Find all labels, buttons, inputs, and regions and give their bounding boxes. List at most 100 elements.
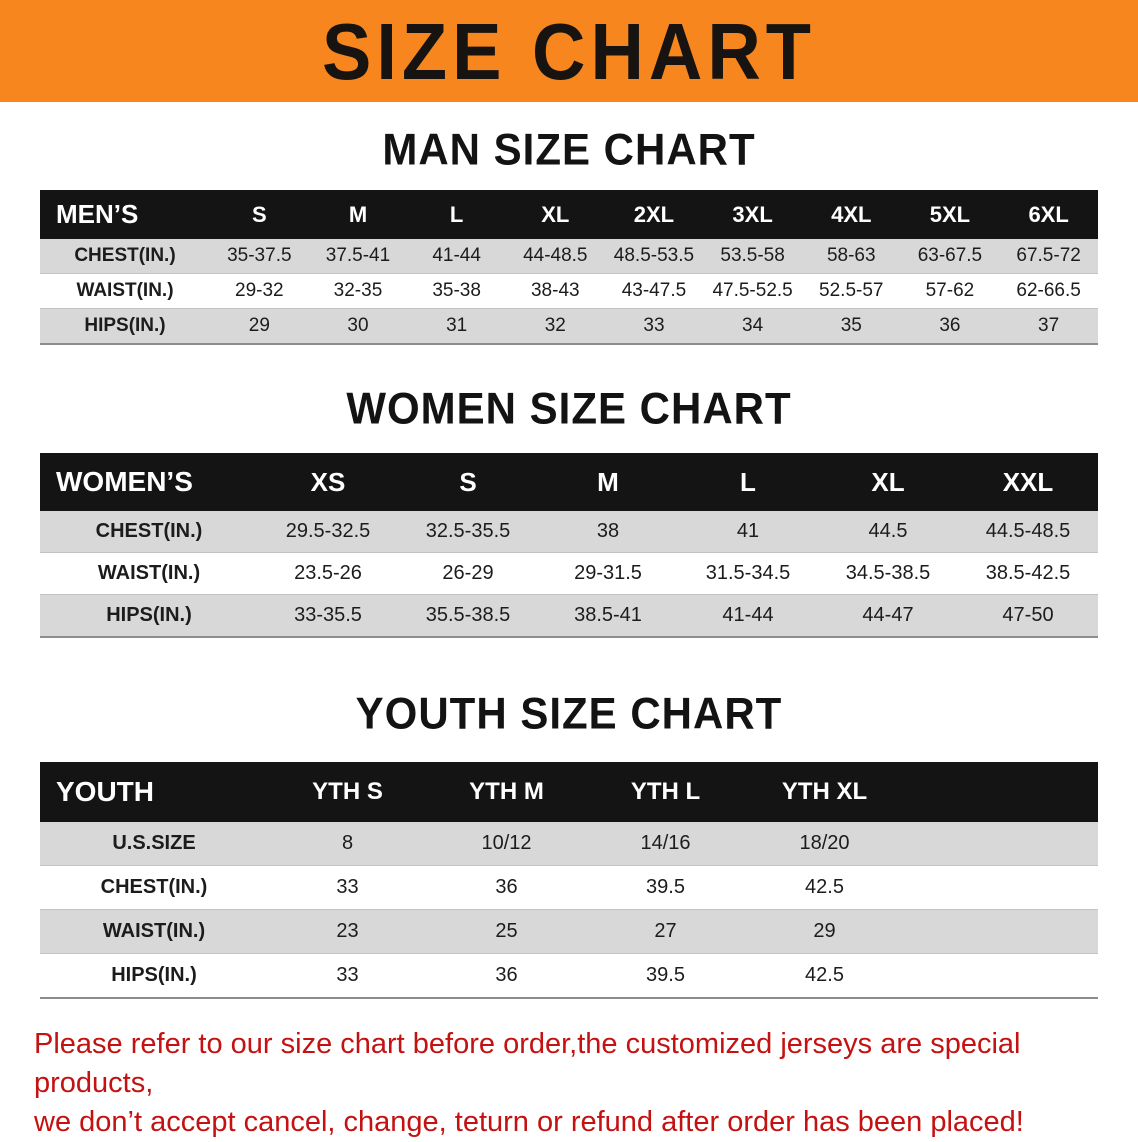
cell: 38 bbox=[538, 511, 678, 553]
column-header: XL bbox=[505, 190, 605, 239]
women-section-heading: WOMEN SIZE CHART bbox=[346, 383, 792, 434]
table-row: WAIST(IN.) 23.5-26 26-29 29-31.5 31.5-34.5 34… bbox=[40, 552, 1098, 595]
column-header: L bbox=[407, 190, 506, 239]
youth-size-table: YOUTH YTH S YTH M YTH L YTH XL U.S.SIZE 8 10/12… bbox=[40, 762, 1098, 999]
table-title-cell: MEN’S bbox=[40, 190, 210, 239]
youth-section-heading: YOUTH SIZE CHART bbox=[355, 688, 783, 739]
cell: 67.5-72 bbox=[999, 239, 1098, 274]
row-label: WAIST(IN.) bbox=[40, 909, 268, 954]
banner-title: SIZE CHART bbox=[322, 6, 816, 96]
cell: 18/20 bbox=[745, 822, 904, 866]
cell: 52.5-57 bbox=[801, 273, 901, 309]
column-header: XXL bbox=[958, 453, 1098, 511]
table-header-row: MEN’S S M L XL 2XL 3XL 4XL 5XL 6XL bbox=[40, 190, 1098, 239]
size-chart-banner: SIZE CHART bbox=[0, 0, 1138, 102]
row-label: CHEST(IN.) bbox=[40, 511, 258, 553]
row-label: U.S.SIZE bbox=[40, 822, 268, 866]
cell: 35 bbox=[801, 308, 901, 345]
cell: 23.5-26 bbox=[258, 552, 398, 595]
table-row: CHEST(IN.) 33 36 39.5 42.5 bbox=[40, 865, 1098, 910]
column-header: 2XL bbox=[604, 190, 704, 239]
cell: 43-47.5 bbox=[604, 273, 704, 309]
men-size-table: MEN’S S M L XL 2XL 3XL 4XL 5XL 6XL CHEST(IN.) 35-37… bbox=[40, 190, 1098, 345]
table-row: U.S.SIZE 8 10/12 14/16 18/20 bbox=[40, 822, 1098, 866]
cell: 57-62 bbox=[900, 273, 1000, 309]
cell: 31.5-34.5 bbox=[678, 552, 818, 595]
column-header: YTH M bbox=[427, 762, 586, 822]
cell: 37.5-41 bbox=[308, 239, 408, 274]
cell: 14/16 bbox=[586, 822, 745, 866]
youth-size-section: YOUTH SIZE CHART YOUTH YTH S YTH M YTH L YTH… bbox=[0, 688, 1138, 999]
footer-disclaimer: Please refer to our size chart before or… bbox=[34, 1025, 1104, 1142]
column-header: M bbox=[308, 190, 408, 239]
cell: 23 bbox=[268, 909, 427, 954]
cell: 8 bbox=[268, 822, 427, 866]
filler-cell bbox=[904, 762, 1098, 822]
cell: 26-29 bbox=[398, 552, 538, 595]
table-row: CHEST(IN.) 29.5-32.5 32.5-35.5 38 41 44.5 44.5… bbox=[40, 511, 1098, 553]
table-header-row: WOMEN’S XS S M L XL XXL bbox=[40, 453, 1098, 511]
footer-disclaimer-line2: we don’t accept cancel, change, teturn o… bbox=[34, 1106, 1024, 1139]
cell: 36 bbox=[427, 865, 586, 910]
cell: 29 bbox=[210, 308, 309, 345]
table-row: HIPS(IN.) 33 36 39.5 42.5 bbox=[40, 953, 1098, 999]
cell: 44.5 bbox=[818, 511, 958, 553]
column-header: M bbox=[538, 453, 678, 511]
column-header: 3XL bbox=[703, 190, 802, 239]
row-label: HIPS(IN.) bbox=[40, 594, 258, 638]
column-header: S bbox=[398, 453, 538, 511]
filler-cell bbox=[904, 865, 1098, 910]
cell: 32 bbox=[505, 308, 605, 345]
cell: 41 bbox=[678, 511, 818, 553]
table-row: CHEST(IN.) 35-37.5 37.5-41 41-44 44-48.5 48.5… bbox=[40, 239, 1098, 274]
cell: 35-38 bbox=[407, 273, 506, 309]
cell: 58-63 bbox=[801, 239, 901, 274]
row-label: CHEST(IN.) bbox=[40, 239, 210, 274]
column-header: L bbox=[678, 453, 818, 511]
women-size-section: WOMEN SIZE CHART WOMEN’S XS S M L XL XXL CHEST(… bbox=[0, 383, 1138, 638]
men-section-heading: MAN SIZE CHART bbox=[382, 124, 756, 175]
row-label: WAIST(IN.) bbox=[40, 552, 258, 595]
cell: 39.5 bbox=[586, 865, 745, 910]
cell: 38.5-41 bbox=[538, 594, 678, 638]
cell: 53.5-58 bbox=[703, 239, 802, 274]
table-title-cell: YOUTH bbox=[40, 762, 268, 822]
cell: 42.5 bbox=[745, 865, 904, 910]
cell: 29-32 bbox=[210, 273, 309, 309]
cell: 33 bbox=[268, 953, 427, 999]
row-label: CHEST(IN.) bbox=[40, 865, 268, 910]
cell: 29-31.5 bbox=[538, 552, 678, 595]
cell: 37 bbox=[999, 308, 1098, 345]
cell: 35.5-38.5 bbox=[398, 594, 538, 638]
table-title-cell: WOMEN’S bbox=[40, 453, 258, 511]
cell: 63-67.5 bbox=[900, 239, 1000, 274]
column-header: YTH S bbox=[268, 762, 427, 822]
cell: 38.5-42.5 bbox=[958, 552, 1098, 595]
cell: 34 bbox=[703, 308, 802, 345]
cell: 10/12 bbox=[427, 822, 586, 866]
cell: 62-66.5 bbox=[999, 273, 1098, 309]
cell: 25 bbox=[427, 909, 586, 954]
cell: 33 bbox=[268, 865, 427, 910]
cell: 36 bbox=[427, 953, 586, 999]
cell: 47-50 bbox=[958, 594, 1098, 638]
row-label: WAIST(IN.) bbox=[40, 273, 210, 309]
column-header: XL bbox=[818, 453, 958, 511]
cell: 44.5-48.5 bbox=[958, 511, 1098, 553]
women-size-table: WOMEN’S XS S M L XL XXL CHEST(IN.) 29.5-32.5 32.5… bbox=[40, 453, 1098, 638]
cell: 34.5-38.5 bbox=[818, 552, 958, 595]
cell: 33-35.5 bbox=[258, 594, 398, 638]
table-row: WAIST(IN.) 23 25 27 29 bbox=[40, 909, 1098, 954]
cell: 42.5 bbox=[745, 953, 904, 999]
men-size-section: MAN SIZE CHART MEN’S S M L XL 2XL 3XL 4XL 5XL 6XL… bbox=[0, 124, 1138, 345]
column-header: XS bbox=[258, 453, 398, 511]
cell: 30 bbox=[308, 308, 408, 345]
cell: 29.5-32.5 bbox=[258, 511, 398, 553]
cell: 36 bbox=[900, 308, 1000, 345]
filler-cell bbox=[904, 909, 1098, 954]
row-label: HIPS(IN.) bbox=[40, 308, 210, 345]
table-row: HIPS(IN.) 29 30 31 32 33 34 35 36 37 bbox=[40, 308, 1098, 345]
cell: 32.5-35.5 bbox=[398, 511, 538, 553]
column-header: 5XL bbox=[900, 190, 1000, 239]
table-header-row: YOUTH YTH S YTH M YTH L YTH XL bbox=[40, 762, 1098, 822]
